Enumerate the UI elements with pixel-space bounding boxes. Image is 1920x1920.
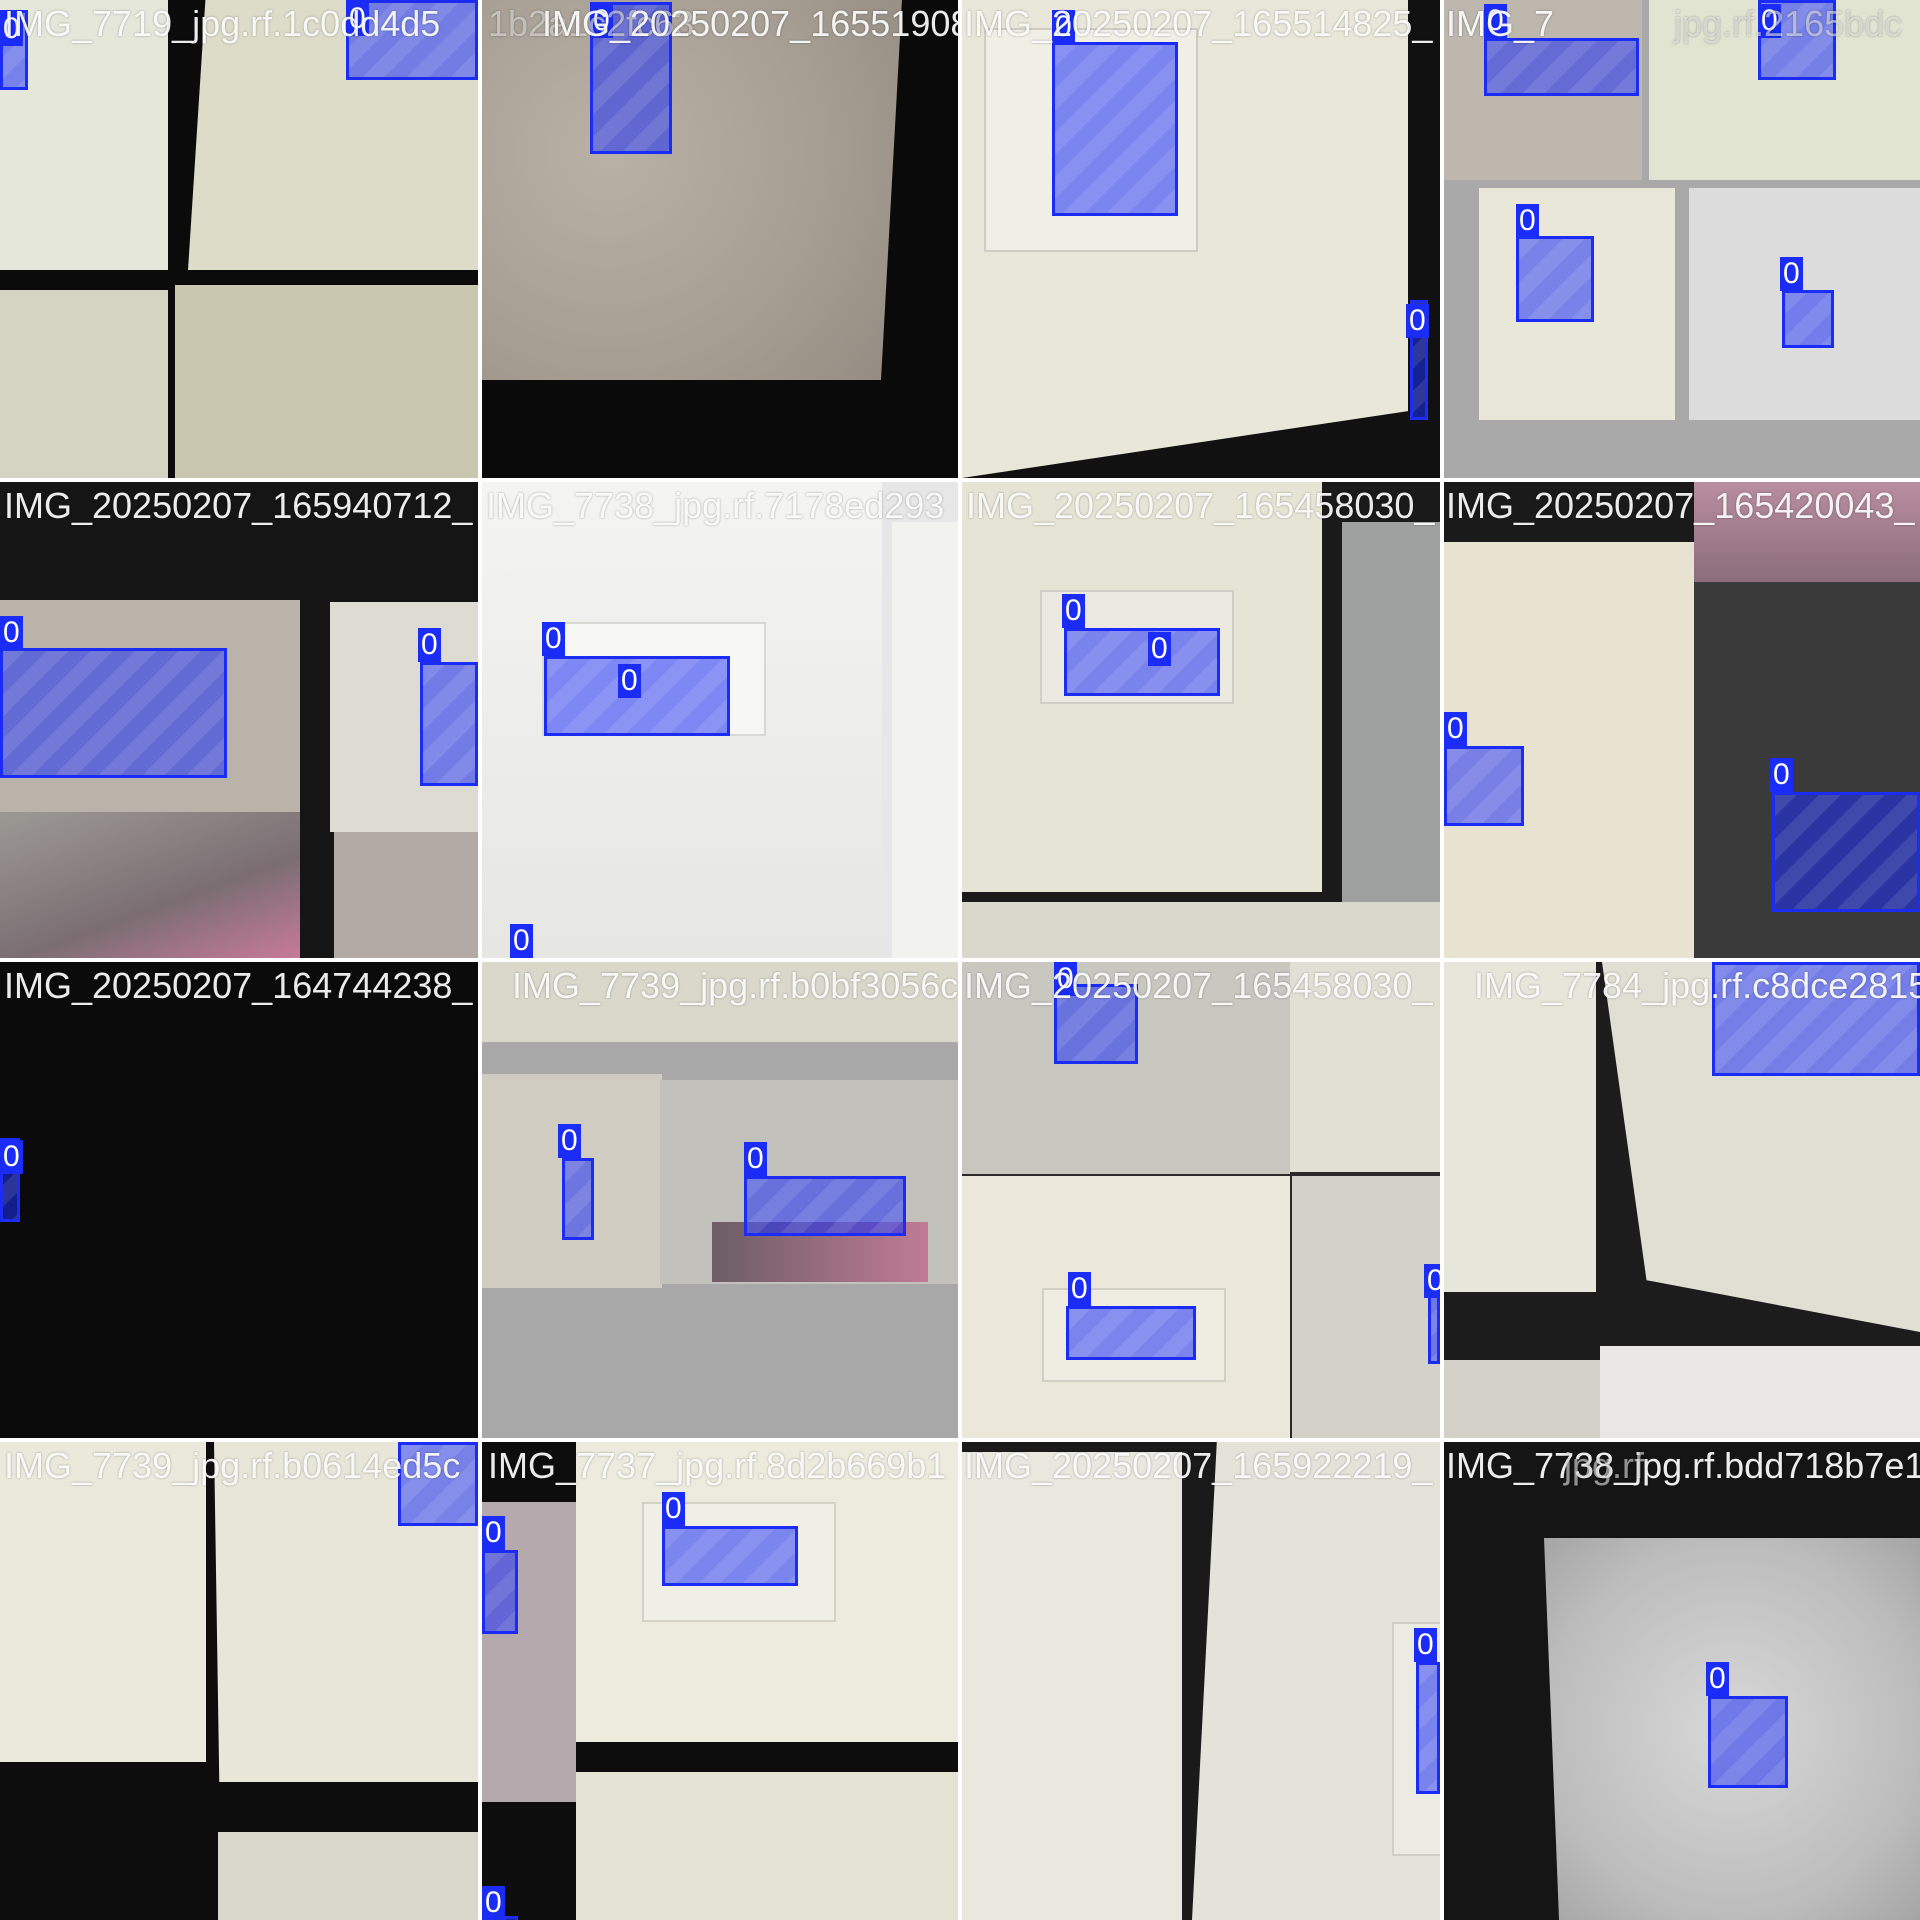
class-label: 0 bbox=[0, 1140, 23, 1174]
class-label: 0 bbox=[1758, 4, 1781, 38]
speckled-countertop bbox=[482, 0, 902, 380]
bounding-box bbox=[482, 1550, 518, 1634]
bounding-box bbox=[1484, 38, 1639, 96]
class-label: 0 bbox=[1424, 1264, 1440, 1298]
speckled-countertop bbox=[1600, 1346, 1920, 1438]
speckled-countertop bbox=[1292, 1176, 1440, 1438]
class-label: 0 bbox=[1052, 10, 1075, 44]
class-label: 0 bbox=[1054, 962, 1077, 996]
bounding-box bbox=[0, 648, 227, 778]
white-card bbox=[576, 1772, 958, 1920]
mosaic-tile: 0 0 0 IMG_7738_jpg.rf.7178ed293 bbox=[482, 482, 958, 958]
image-filename: IMG_20250207_165940712_ bbox=[4, 485, 473, 526]
class-label: 0 bbox=[542, 622, 565, 656]
class-label: 0 bbox=[1484, 4, 1507, 38]
class-label: 0 bbox=[590, 4, 613, 38]
mosaic-tile: 0 IMG_7738_jpg.rf.bdd718b7e1 jpg.rf bbox=[1444, 1442, 1920, 1920]
white-card bbox=[1290, 962, 1440, 1172]
mosaic-tile: 0 IMG_7784_jpg.rf.c8dce2815 bbox=[1444, 962, 1920, 1438]
mosaic-tile: 0 IMG_20250207_165922219_ bbox=[962, 1442, 1440, 1920]
bounding-box bbox=[420, 662, 478, 786]
class-label: 0 bbox=[1062, 594, 1085, 628]
bounding-box bbox=[590, 2, 672, 154]
mosaic-tile: 0 0 IMG_7739_jpg.rf.b0bf3056c9 bbox=[482, 962, 958, 1438]
class-label: 0 bbox=[510, 924, 533, 958]
class-label: 0 bbox=[558, 1124, 581, 1158]
speckled-countertop bbox=[1694, 482, 1920, 582]
bounding-box bbox=[1516, 236, 1594, 322]
bounding-box bbox=[1444, 746, 1524, 826]
bounding-box bbox=[662, 1526, 798, 1586]
bounding-box bbox=[562, 1158, 594, 1240]
white-card bbox=[962, 1452, 1182, 1920]
white-card bbox=[0, 290, 168, 478]
countertop-edge bbox=[0, 812, 300, 958]
white-card bbox=[0, 0, 168, 270]
mosaic-tile: 0 0 0 0 IMG_7 jpg.rf.2165bdc bbox=[1444, 0, 1920, 478]
class-label: 0 bbox=[1406, 304, 1429, 338]
mosaic-tile: 0 0 0 IMG_7737_jpg.rf.8d2b669b1 bbox=[482, 1442, 958, 1920]
mosaic-tile: 0 0 IMG_7719_jpg.rf.1c0dd4d5 bbox=[0, 0, 478, 478]
bounding-box bbox=[1054, 984, 1138, 1064]
countertop-edge bbox=[334, 832, 478, 958]
white-card bbox=[218, 1832, 478, 1920]
image-filename: IMG_7738_jpg.rf.bdd718b7e1 bbox=[1446, 1445, 1920, 1486]
mosaic-tile: 0 0 IMG_20250207_165458030_ bbox=[962, 482, 1440, 958]
white-card bbox=[962, 902, 1440, 958]
class-label: 0 bbox=[0, 12, 23, 46]
bounding-box bbox=[1712, 962, 1920, 1076]
bounding-box bbox=[744, 1176, 906, 1236]
mosaic-tile: 0 1b2a1c2fc63 IMG_20250207_165519088_ bbox=[482, 0, 958, 478]
bounding-box bbox=[1782, 290, 1834, 348]
speckled-countertop bbox=[1342, 522, 1440, 902]
white-card bbox=[892, 522, 958, 958]
class-label: 0 bbox=[1770, 758, 1793, 792]
bounding-box bbox=[1052, 42, 1178, 216]
mosaic-tile: 0 0 IMG_20250207_165514825_ bbox=[962, 0, 1440, 478]
mosaic-tile: 0 IMG_7739_jpg.rf.b0614ed5c bbox=[0, 1442, 478, 1920]
class-label: 0 bbox=[618, 664, 641, 698]
white-card bbox=[482, 962, 958, 1042]
image-filename: IMG_20250207_164744238_ bbox=[4, 965, 473, 1006]
class-label: 0 bbox=[482, 1516, 505, 1550]
mosaic-tile: 0 IMG_20250207_164744238_ bbox=[0, 962, 478, 1438]
class-label: 0 bbox=[1068, 1272, 1091, 1306]
bounding-box bbox=[1066, 1306, 1196, 1360]
mosaic-tile: 0 0 IMG_20250207_165940712_ bbox=[0, 482, 478, 958]
class-label: 0 bbox=[744, 1142, 767, 1176]
image-filename-overlap: jpg.rf bbox=[1564, 1445, 1645, 1486]
white-card bbox=[1444, 962, 1596, 1292]
class-label: 0 bbox=[662, 1492, 685, 1526]
class-label: 0 bbox=[482, 1886, 505, 1920]
bounding-box bbox=[1772, 792, 1920, 912]
class-label: 0 bbox=[346, 2, 369, 36]
bounding-box bbox=[1416, 1662, 1440, 1794]
white-card bbox=[0, 1442, 206, 1762]
class-label: 0 bbox=[1414, 1628, 1437, 1662]
class-label: 0 bbox=[1444, 712, 1467, 746]
class-label: 0 bbox=[0, 616, 23, 650]
bounding-box bbox=[398, 1442, 478, 1526]
class-label: 0 bbox=[1706, 1662, 1729, 1696]
mosaic-tile: 0 0 0 IMG_20250207_165458030_ bbox=[962, 962, 1440, 1438]
class-label: 0 bbox=[1148, 632, 1171, 666]
speckled-countertop bbox=[1444, 1360, 1604, 1438]
white-card bbox=[175, 285, 478, 478]
class-label: 0 bbox=[1780, 257, 1803, 291]
class-label: 0 bbox=[1516, 204, 1539, 238]
bounding-box bbox=[1708, 1696, 1788, 1788]
mosaic-tile: 0 0 IMG_20250207_165420043_ bbox=[1444, 482, 1920, 958]
class-label: 0 bbox=[418, 628, 441, 662]
bounding-box bbox=[1064, 628, 1220, 696]
